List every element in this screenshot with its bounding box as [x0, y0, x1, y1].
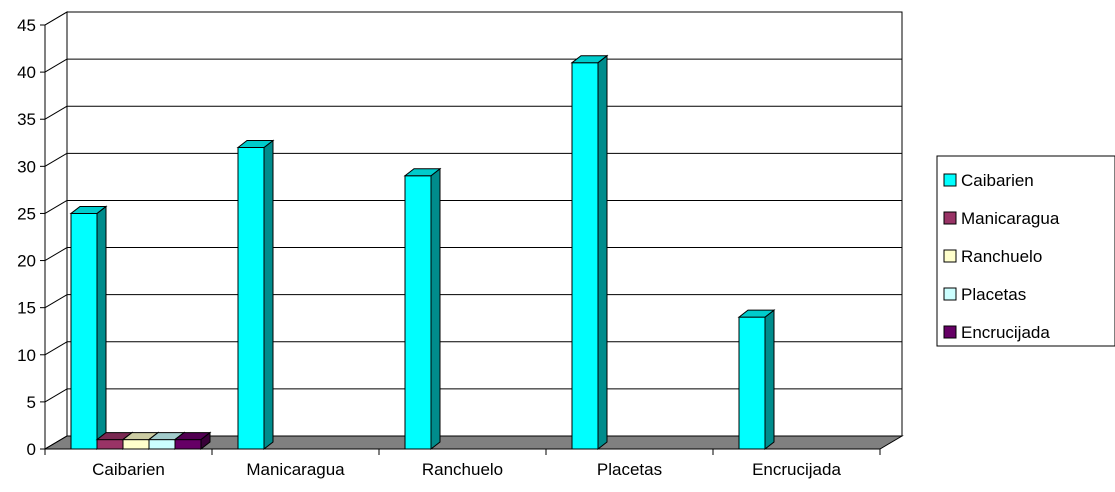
bar-encrucijada-caibarien — [173, 431, 212, 451]
legend: Caibarien Manicaragua Ranchuelo Placetas Enc… — [936, 155, 1115, 347]
legend-swatch — [943, 325, 957, 339]
y-tick-label: 5 — [27, 393, 36, 412]
x-tick-label: Manicaragua — [246, 460, 345, 479]
gridline-side — [44, 341, 68, 356]
legend-label: Ranchuelo — [961, 247, 1042, 266]
legend-item-encrucijada: Encrucijada — [943, 323, 1050, 342]
legend-item-placetas: Placetas — [943, 285, 1026, 304]
y-axis-ticks: 0 5 10 15 20 25 30 35 40 45 — [17, 16, 45, 459]
bar-caibarien-manicaragua — [236, 139, 275, 451]
legend-label: Encrucijada — [961, 323, 1050, 342]
legend-item-caibarien: Caibarien — [943, 171, 1034, 190]
y-tick-label: 45 — [17, 16, 36, 35]
bar-caibarien-placetas — [570, 54, 609, 451]
y-tick-label: 40 — [17, 63, 36, 82]
y-tick-label: 25 — [17, 204, 36, 223]
legend-label: Caibarien — [961, 171, 1034, 190]
gridline-side — [44, 294, 68, 309]
side-wall — [44, 11, 68, 450]
legend-swatch — [943, 249, 957, 263]
gridline-side — [44, 105, 68, 120]
legend-item-ranchuelo: Ranchuelo — [943, 247, 1042, 266]
x-tick-label: Caibarien — [92, 460, 165, 479]
legend-label: Manicaragua — [961, 209, 1060, 228]
y-tick-label: 35 — [17, 110, 36, 129]
legend-label: Placetas — [961, 285, 1026, 304]
legend-box — [936, 155, 1115, 347]
y-tick-label: 10 — [17, 346, 36, 365]
gridline-side — [44, 388, 68, 403]
x-axis-ticks: Caibarien Manicaragua Ranchuelo Placetas Enc… — [44, 449, 881, 479]
back-wall — [66, 11, 903, 437]
chart-walls — [43, 11, 904, 450]
legend-swatch — [943, 173, 957, 187]
gridline-side — [44, 200, 68, 214]
x-tick-label: Ranchuelo — [422, 460, 503, 479]
x-tick-label: Encrucijada — [752, 460, 841, 479]
bar-caibarien-encrucijada — [737, 309, 776, 451]
y-tick-label: 0 — [27, 440, 36, 459]
chart-bars — [69, 54, 776, 451]
gridline-side — [44, 152, 68, 167]
gridline-side — [44, 58, 68, 73]
gridline-side — [44, 435, 68, 450]
y-tick-label: 20 — [17, 252, 36, 271]
bar-caibarien-caibarien — [69, 205, 108, 451]
bar-caibarien-ranchuelo — [403, 167, 442, 451]
gridline-side — [44, 11, 68, 26]
y-tick-label: 15 — [17, 299, 36, 318]
legend-item-manicaragua: Manicaragua — [943, 209, 1060, 228]
y-tick-label: 30 — [17, 157, 36, 176]
gridline-side — [44, 247, 68, 261]
legend-swatch — [943, 211, 957, 225]
x-tick-label: Placetas — [597, 460, 662, 479]
legend-swatch — [943, 287, 957, 301]
